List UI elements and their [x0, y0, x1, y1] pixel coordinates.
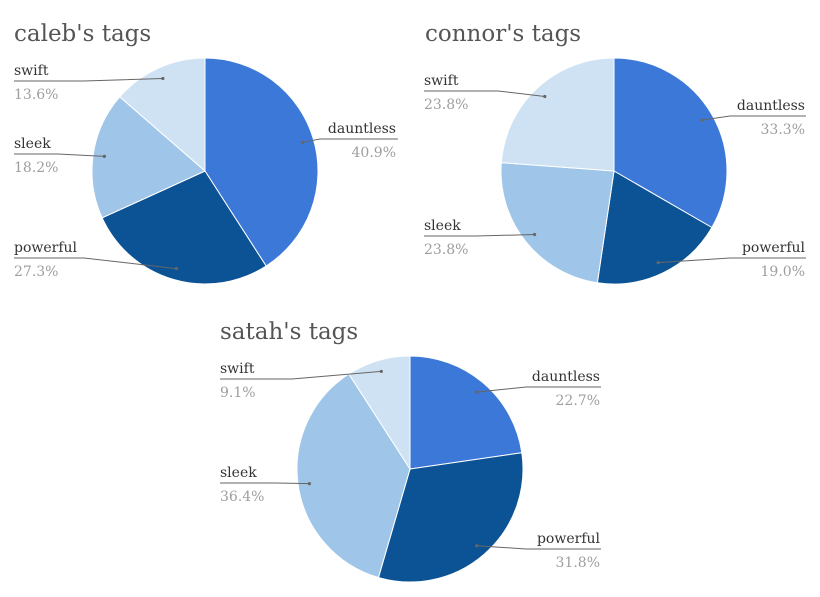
pie-slices — [500, 57, 728, 285]
slice-label-dauntless: dauntless — [532, 369, 600, 385]
leader-line-powerful — [658, 257, 806, 264]
slice-percent-swift: 13.6% — [14, 87, 58, 103]
leader-dot-dauntless — [474, 390, 479, 394]
pie-labels: dauntless 33.3% powerful 19.0% sleek 23.8% swi… — [424, 73, 806, 280]
pie-chart-satah: satah's tags dauntless 22.7% powerful 31.8%… — [220, 319, 601, 583]
pie-slice-sleek — [91, 96, 206, 219]
pie-slice-swift — [119, 57, 206, 173]
pie-labels: dauntless 22.7% powerful 31.8% sleek 36.4% swi… — [220, 361, 601, 571]
leader-dot-dauntless — [700, 118, 704, 122]
leader-line-dauntless — [302, 138, 398, 143]
chart-title: caleb's tags — [14, 21, 151, 47]
slice-label-dauntless: dauntless — [737, 98, 805, 114]
slice-percent-sleek: 18.2% — [14, 160, 58, 176]
leader-dot-swift — [379, 369, 383, 374]
leader-dot-dauntless — [300, 140, 305, 144]
slice-label-sleek: sleek — [424, 218, 461, 234]
leader-line-swift — [424, 90, 545, 97]
leader-line-sleek — [14, 153, 105, 157]
slice-percent-swift: 9.1% — [220, 385, 256, 401]
chart-title: connor's tags — [425, 21, 581, 47]
slice-label-swift: swift — [14, 63, 49, 79]
leader-dot-sleek — [102, 154, 106, 158]
slice-label-swift: swift — [220, 361, 255, 377]
pie-slices — [296, 355, 524, 583]
leader-line-dauntless — [702, 115, 806, 121]
slice-percent-dauntless: 22.7% — [556, 393, 600, 409]
leader-dot-sleek — [532, 232, 537, 237]
slice-label-sleek: sleek — [14, 136, 51, 152]
slice-label-sleek: sleek — [220, 465, 257, 481]
pie-chart-connor: connor's tags dauntless 33.3% powerful 19.0… — [424, 21, 806, 285]
slice-label-powerful: powerful — [537, 531, 601, 547]
leader-dot-swift — [543, 94, 547, 99]
slice-percent-sleek: 23.8% — [424, 242, 468, 258]
pie-labels: dauntless 40.9% powerful 27.3% sleek 18.2% swi… — [14, 63, 398, 280]
leader-dot-powerful — [174, 266, 178, 271]
slice-percent-swift: 23.8% — [424, 97, 468, 113]
slice-percent-dauntless: 33.3% — [761, 122, 805, 138]
leader-dot-sleek — [307, 482, 311, 486]
leader-line-sleek — [220, 482, 310, 485]
slice-percent-sleek: 36.4% — [220, 489, 264, 505]
pie-slice-sleek — [296, 373, 411, 579]
slice-percent-dauntless: 40.9% — [352, 145, 396, 161]
slice-label-dauntless: dauntless — [328, 121, 396, 137]
leader-dot-swift — [161, 76, 165, 81]
pie-slice-swift — [500, 57, 615, 172]
leader-line-swift — [220, 370, 382, 380]
pie-slice-dauntless — [613, 57, 728, 229]
slice-label-powerful: powerful — [742, 240, 806, 256]
slice-percent-powerful: 31.8% — [556, 555, 600, 571]
leader-line-sleek — [424, 234, 535, 237]
pie-slices — [91, 57, 319, 285]
leader-line-dauntless — [476, 386, 601, 393]
leader-line-swift — [14, 77, 163, 82]
leader-dot-powerful — [656, 260, 660, 265]
leader-line-powerful — [476, 545, 601, 550]
pie-slice-powerful — [377, 452, 524, 583]
slice-percent-powerful: 19.0% — [761, 264, 805, 280]
slice-label-swift: swift — [424, 73, 459, 89]
chart-title: satah's tags — [220, 319, 358, 345]
pie-slice-dauntless — [409, 355, 523, 470]
pie-slice-powerful — [596, 170, 713, 285]
slice-label-powerful: powerful — [14, 240, 78, 256]
pie-slice-sleek — [500, 162, 615, 284]
pie-chart-caleb: caleb's tags dauntless 40.9% powerful 27.3%… — [14, 21, 398, 285]
leader-dot-powerful — [475, 544, 479, 548]
leader-line-powerful — [14, 257, 177, 270]
slice-percent-powerful: 27.3% — [14, 264, 58, 280]
